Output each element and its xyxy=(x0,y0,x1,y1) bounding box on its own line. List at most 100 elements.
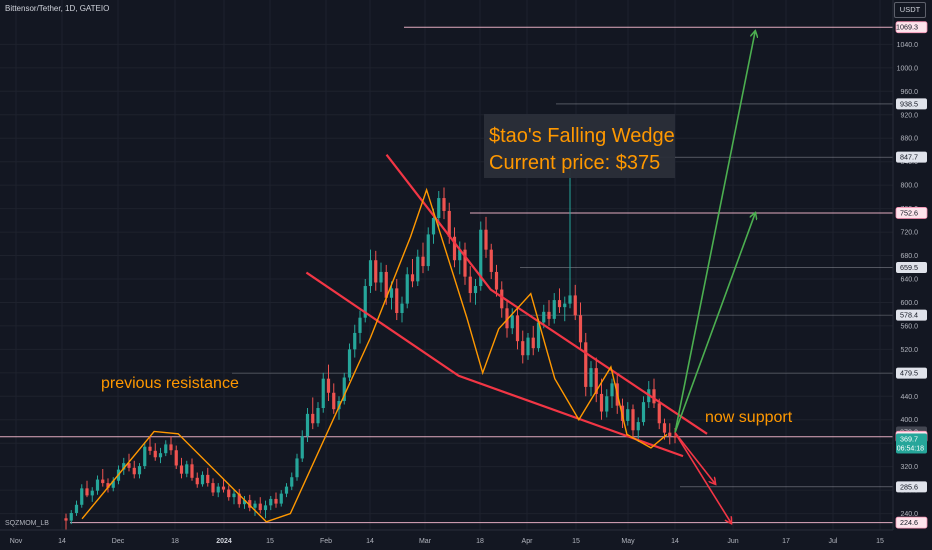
price-label: 752.6 xyxy=(900,208,918,217)
x-tick-label: Apr xyxy=(522,538,534,545)
price-label: 938.5 xyxy=(900,99,918,108)
y-tick-label: 440.0 xyxy=(900,394,918,401)
candle-body xyxy=(447,210,451,237)
candle-body xyxy=(211,483,215,493)
candle-body xyxy=(158,453,163,458)
candle-body xyxy=(531,337,535,349)
candle-body xyxy=(547,311,551,319)
target-arrow-up xyxy=(674,213,755,433)
price-axis xyxy=(893,0,932,550)
candle-body xyxy=(389,288,394,298)
price-label-box xyxy=(896,262,927,274)
price-label-box xyxy=(896,98,927,110)
price-label: 1069.3 xyxy=(896,23,918,32)
y-tick-label: 920.0 xyxy=(900,112,918,119)
candle-body xyxy=(636,422,640,431)
price-label-box xyxy=(895,207,928,219)
x-tick-label: 17 xyxy=(782,538,790,545)
candle-body xyxy=(557,300,562,308)
x-tick-label: 18 xyxy=(476,538,484,545)
candle-body xyxy=(521,341,525,356)
candle-body xyxy=(101,479,105,484)
price-label-box xyxy=(895,21,928,34)
candle-body xyxy=(200,474,205,485)
candle-body xyxy=(458,249,462,261)
candle-body xyxy=(85,488,89,496)
candle-body xyxy=(400,303,404,314)
candle-body xyxy=(542,311,546,323)
y-tick-label: 600.0 xyxy=(900,300,918,307)
x-tick-label: Jun xyxy=(727,538,738,545)
candle-body xyxy=(195,477,199,485)
price-label: 479.5 xyxy=(900,369,918,378)
candle-body xyxy=(263,505,268,511)
candle-body xyxy=(463,249,467,277)
current-price-label: 369.7 xyxy=(900,435,918,444)
price-label: 224.6 xyxy=(900,518,918,527)
candle-body xyxy=(164,444,168,454)
y-tick-label: 960.0 xyxy=(900,89,918,96)
candle-body xyxy=(227,489,231,498)
candle-body xyxy=(332,392,336,410)
candle-body xyxy=(578,315,583,343)
candle-body xyxy=(279,493,283,504)
candle-body xyxy=(536,322,541,349)
candle-body xyxy=(106,483,110,488)
candle-body xyxy=(274,498,278,504)
candle-body xyxy=(505,308,509,329)
candle-body xyxy=(253,503,257,508)
y-tick-label: 1000.0 xyxy=(897,65,919,72)
price-label: 578.4 xyxy=(900,311,918,320)
candle-body xyxy=(337,400,341,410)
candle-body xyxy=(489,249,493,272)
indicator-label[interactable]: SQZMOM_LB xyxy=(5,520,49,527)
x-tick-label: 14 xyxy=(366,538,374,545)
candle-body xyxy=(295,458,299,478)
candle-body xyxy=(421,256,425,267)
candle-body xyxy=(242,500,247,505)
candle-body xyxy=(111,480,115,488)
candle-body xyxy=(594,368,598,394)
currency-button[interactable]: USDT xyxy=(894,2,926,18)
candle-body xyxy=(269,498,273,506)
y-tick-label: 240.0 xyxy=(900,511,918,518)
target-arrow-up xyxy=(674,31,755,433)
candle-body xyxy=(479,229,483,287)
candle-body xyxy=(153,450,157,458)
time-axis xyxy=(0,530,932,550)
candle-body xyxy=(584,342,588,387)
candle-body xyxy=(316,408,320,424)
countdown-label: 06:54:18 xyxy=(897,446,924,453)
target-arrow-down xyxy=(674,432,715,484)
candle-body xyxy=(258,503,262,511)
candle-body xyxy=(668,432,672,437)
candle-body xyxy=(631,409,635,431)
chart-subtitle: Current price: $375 xyxy=(489,152,660,174)
candle-body xyxy=(662,423,667,433)
candle-body xyxy=(494,271,499,290)
candle-body xyxy=(437,198,441,218)
candle-body xyxy=(652,389,656,404)
candle-body xyxy=(379,271,383,283)
candle-body xyxy=(80,488,84,505)
candle-body xyxy=(374,260,378,283)
candle-body xyxy=(605,396,609,412)
candle-body xyxy=(237,493,241,505)
candle-body xyxy=(122,463,126,470)
candle-body xyxy=(132,467,136,475)
x-tick-label: 14 xyxy=(58,538,66,545)
candle-body xyxy=(515,315,520,342)
symbol-title[interactable]: Bittensor/Tether, 1D, GATEIO xyxy=(5,4,110,13)
candle-body xyxy=(90,490,94,496)
candle-body xyxy=(610,383,614,397)
y-tick-label: 720.0 xyxy=(900,230,918,237)
pattern-zigzag xyxy=(81,187,668,523)
candle-body xyxy=(395,288,399,314)
candle-body xyxy=(416,256,420,282)
candle-body xyxy=(290,477,294,487)
price-label-box xyxy=(896,309,927,321)
candle-body xyxy=(573,295,577,316)
y-tick-label: 320.0 xyxy=(900,464,918,471)
candle-body xyxy=(174,450,178,466)
